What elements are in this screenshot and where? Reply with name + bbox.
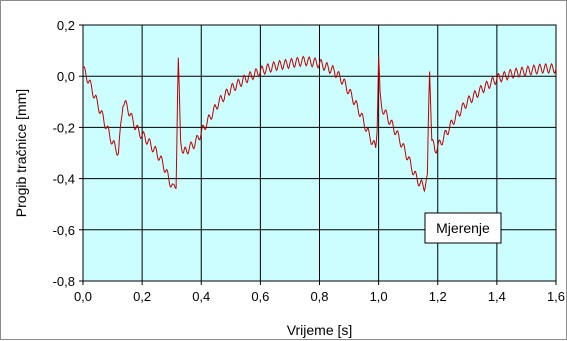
y-tick-label: -0,4: [53, 172, 75, 187]
data-point: [133, 122, 134, 123]
data-point: [100, 111, 101, 112]
data-point: [106, 127, 107, 128]
data-point: [431, 140, 432, 141]
data-point: [289, 63, 290, 64]
data-point: [195, 142, 196, 143]
data-point: [360, 114, 361, 115]
data-point: [434, 150, 435, 151]
y-tick-label: -0,6: [53, 223, 75, 238]
x-tick-label: 1,6: [547, 289, 565, 304]
data-point: [168, 178, 169, 179]
legend-box: [424, 212, 502, 244]
x-tick-label: 0,8: [310, 289, 328, 304]
x-tick-label: 0,6: [251, 289, 269, 304]
data-point: [218, 101, 219, 102]
data-point: [455, 117, 456, 118]
data-point: [82, 68, 83, 69]
data-point: [467, 101, 468, 102]
data-point: [375, 147, 376, 148]
y-tick-label: 0,2: [57, 18, 75, 33]
data-point: [260, 70, 261, 71]
x-tick-label: 1,4: [488, 289, 506, 304]
data-point: [511, 73, 512, 74]
data-point: [178, 55, 179, 56]
data-point: [555, 68, 556, 69]
data-point: [139, 132, 140, 133]
data-point: [189, 147, 190, 148]
data-point: [118, 152, 119, 153]
data-point: [334, 70, 335, 71]
data-point: [162, 163, 163, 164]
data-point: [424, 186, 425, 187]
data-point: [440, 142, 441, 143]
data-point: [402, 145, 403, 146]
data-point: [230, 88, 231, 89]
data-point: [372, 142, 373, 143]
data-point: [176, 183, 177, 184]
data-point: [381, 106, 382, 107]
data-point: [343, 81, 344, 82]
data-point: [127, 106, 128, 107]
data-point: [427, 178, 428, 179]
data-point: [378, 55, 379, 56]
x-tick-label: 1,0: [370, 289, 388, 304]
data-point: [245, 78, 246, 79]
data-point: [380, 96, 381, 97]
data-point: [414, 173, 415, 174]
data-point: [366, 129, 367, 130]
data-point: [390, 122, 391, 123]
data-point: [201, 132, 202, 133]
data-point: [275, 65, 276, 66]
series-line: [82, 55, 557, 193]
data-point: [408, 158, 409, 159]
data-point: [180, 140, 181, 141]
x-tick-label: 0,4: [192, 289, 210, 304]
data-point: [429, 63, 430, 64]
data-point: [526, 70, 527, 71]
data-point: [396, 132, 397, 133]
data-point: [122, 101, 123, 102]
y-tick-label: -0,8: [53, 274, 75, 289]
x-tick-label: 1,2: [429, 289, 447, 304]
data-point: [183, 152, 184, 153]
data-point: [304, 60, 305, 61]
data-point: [210, 117, 211, 118]
data-point: [481, 88, 482, 89]
plot-border: [82, 24, 557, 282]
data-point: [173, 188, 174, 189]
data-point: [351, 96, 352, 97]
data-point: [88, 81, 89, 82]
data-point: [384, 111, 385, 112]
y-axis-title: Progib tračnice [mm]: [13, 89, 29, 217]
data-point: [94, 96, 95, 97]
data-point: [150, 145, 151, 146]
data-point: [377, 127, 378, 128]
data-point: [496, 78, 497, 79]
data-point: [446, 132, 447, 133]
data-point: [319, 63, 320, 64]
data-point: [112, 142, 113, 143]
y-tick-label: 0,0: [57, 69, 75, 84]
x-axis-title: Vrijeme [s]: [287, 322, 353, 338]
x-tick-label: 0,2: [133, 289, 151, 304]
data-point: [419, 183, 420, 184]
y-tick-label: -0,2: [53, 120, 75, 135]
x-tick-label: 0,0: [74, 289, 92, 304]
data-point: [541, 68, 542, 69]
data-point: [144, 137, 145, 138]
data-point: [156, 152, 157, 153]
legend-label: Mjerenje: [436, 220, 490, 236]
